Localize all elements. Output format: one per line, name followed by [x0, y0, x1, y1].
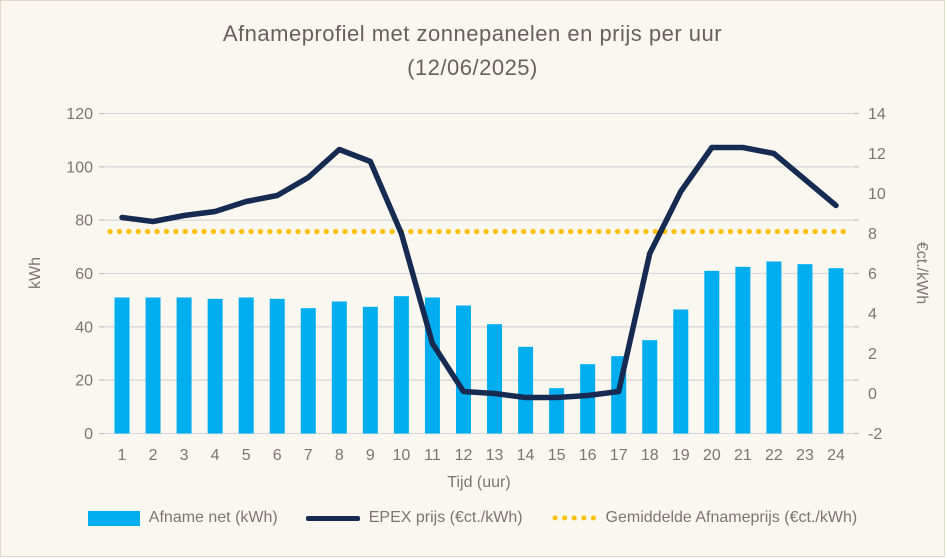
right-axis-tick-label: 2 — [868, 346, 877, 363]
bar-series-swatch — [87, 510, 140, 526]
right-axis-tick-label: 12 — [868, 146, 886, 163]
x-axis-tick-label: 3 — [180, 447, 189, 464]
bar-hour-16 — [580, 364, 596, 434]
right-axis-tick-label: -2 — [868, 426, 882, 443]
chart-title: Afnameprofiel met zonnepanelen en prijs … — [1, 17, 944, 85]
legend-item-gemiddelde-afnameprijs: Gemiddelde Afnameprijs (€ct./kWh) — [551, 509, 858, 527]
right-axis-tick-label: 14 — [868, 106, 886, 123]
legend-label-afname-net: Afname net (kWh) — [148, 509, 278, 526]
bar-hour-12 — [455, 305, 471, 434]
x-axis-tick-label: 7 — [304, 447, 313, 464]
left-axis-tick-label: 120 — [66, 106, 93, 123]
bar-hour-3 — [176, 297, 192, 434]
bar-hour-21 — [735, 266, 751, 434]
right-axis-tick-label: 6 — [868, 266, 877, 283]
epex-price-line — [119, 144, 839, 401]
legend-label-epex-prijs: EPEX prijs (€ct./kWh) — [368, 509, 523, 526]
left-axis-tick-label: 20 — [75, 373, 93, 390]
x-axis-tick-label: 20 — [703, 447, 721, 464]
bar-hour-2 — [145, 297, 161, 434]
x-axis-tick-label: 2 — [149, 447, 158, 464]
bar-hour-19 — [673, 309, 689, 434]
x-axis-tick-label: 8 — [335, 447, 344, 464]
x-axis-tick-label: 21 — [734, 447, 752, 464]
bar-hour-7 — [300, 308, 316, 434]
chart-title-line1: Afnameprofiel met zonnepanelen en prijs … — [222, 21, 723, 46]
bar-hour-8 — [331, 301, 347, 434]
x-axis-tick-label: 13 — [486, 447, 504, 464]
bar-hour-1 — [114, 297, 130, 434]
x-axis-tick-label: 22 — [765, 447, 783, 464]
x-axis-tick-label: 12 — [455, 447, 473, 464]
x-axis-title: Tijd (uur) — [447, 474, 510, 491]
left-axis-title: kWh — [27, 257, 44, 289]
bar-hour-10 — [393, 296, 409, 434]
left-axis-tick-label: 0 — [84, 426, 93, 443]
chart-legend: Afname net (kWh) EPEX prijs (€ct./kWh) G… — [1, 509, 944, 527]
bar-hour-20 — [704, 270, 720, 434]
bar-hour-13 — [487, 324, 503, 434]
bar-hour-18 — [642, 340, 658, 434]
left-axis-tick-label: 80 — [75, 213, 93, 230]
x-axis-tick-label: 10 — [392, 447, 410, 464]
right-axis-tick-label: 0 — [868, 386, 877, 403]
x-axis-tick-label: 4 — [211, 447, 220, 464]
chart-title-line2: (12/06/2025) — [407, 55, 538, 80]
bar-hour-23 — [797, 264, 813, 434]
bar-hour-24 — [828, 268, 844, 434]
x-axis-tick-label: 6 — [273, 447, 282, 464]
legend-item-afname-net: Afname net (kWh) — [87, 509, 278, 527]
legend-label-gemiddelde-afnameprijs: Gemiddelde Afnameprijs (€ct./kWh) — [605, 509, 858, 526]
x-axis-tick-label: 17 — [610, 447, 628, 464]
right-axis-tick-label: 10 — [868, 186, 886, 203]
left-axis-tick-label: 60 — [75, 266, 93, 283]
right-axis-tick-label: 4 — [868, 306, 877, 323]
x-axis-tick-label: 16 — [579, 447, 597, 464]
bar-hour-6 — [269, 298, 285, 434]
x-axis-tick-label: 1 — [118, 447, 127, 464]
bar-hour-4 — [207, 298, 223, 434]
x-axis-tick-label: 19 — [672, 447, 690, 464]
x-axis-tick-label: 15 — [548, 447, 566, 464]
x-axis-tick-label: 23 — [796, 447, 814, 464]
line-series-swatch — [305, 515, 360, 521]
bar-hour-9 — [362, 306, 378, 434]
x-axis-tick-label: 9 — [366, 447, 375, 464]
left-axis-tick-label: 40 — [75, 319, 93, 336]
bar-hour-5 — [238, 297, 254, 434]
bar-hour-22 — [766, 261, 782, 434]
legend-item-epex-prijs: EPEX prijs (€ct./kWh) — [305, 509, 523, 527]
left-axis-tick-label: 100 — [66, 159, 93, 176]
avg-series-swatch — [552, 515, 597, 521]
right-axis-title: €ct./kWh — [913, 242, 930, 304]
right-axis-tick-label: 8 — [868, 226, 877, 243]
x-axis-tick-label: 24 — [827, 447, 845, 464]
x-axis-tick-label: 11 — [424, 447, 441, 464]
bar-hour-14 — [518, 346, 534, 434]
x-axis-tick-label: 14 — [517, 447, 535, 464]
x-axis-tick-label: 5 — [242, 447, 251, 464]
x-axis-tick-label: 18 — [641, 447, 659, 464]
